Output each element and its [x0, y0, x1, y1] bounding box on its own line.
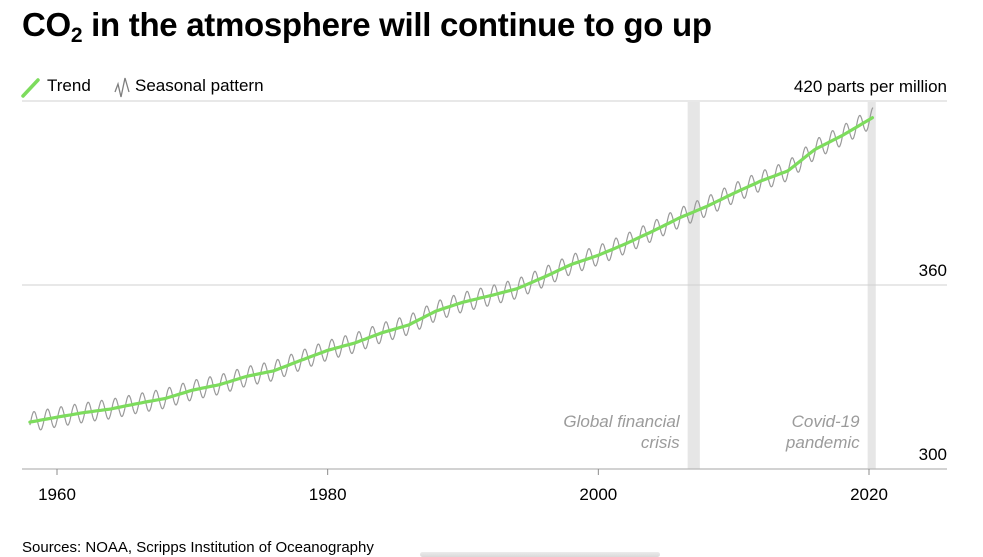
legend: Trend Seasonal pattern — [21, 76, 264, 98]
title-subscript: 2 — [70, 24, 83, 47]
x-tick-label-1960: 1960 — [38, 485, 76, 504]
legend-label-trend: Trend — [47, 76, 91, 95]
labels-layer: Global financial crisis Covid-19 pandemic 42… — [38, 77, 947, 504]
y-tick-label-360: 360 — [919, 261, 947, 280]
legend-label-seasonal: Seasonal pattern — [135, 76, 264, 95]
x-tick-label-2020: 2020 — [850, 485, 888, 504]
title-suffix: in the atmosphere will continue to go up — [82, 6, 712, 43]
band-annotation-1-1: pandemic — [785, 433, 860, 452]
source-note: Sources: NOAA, Scripps Institution of Oc… — [22, 539, 374, 556]
series-layer — [28, 107, 874, 431]
trend-legend-icon — [21, 78, 40, 98]
title-prefix: CO — [22, 6, 71, 43]
trend-line — [28, 116, 874, 424]
band-annotation-0-0: Global financial — [563, 412, 680, 431]
x-tick-label-2000: 2000 — [579, 485, 617, 504]
seasonal-pattern-line — [29, 107, 874, 431]
co2-line-chart: Global financial crisis Covid-19 pandemic 42… — [21, 76, 947, 504]
seasonal-legend-icon — [114, 77, 130, 98]
grid-layer — [22, 100, 947, 475]
band-annotation-0-1: crisis — [641, 433, 680, 452]
y-tick-label-420: 420 parts per million — [794, 77, 947, 96]
band-annotation-1-0: Covid-19 — [792, 412, 861, 431]
x-tick-label-1980: 1980 — [309, 485, 347, 504]
scroll-shadow — [420, 552, 660, 557]
y-tick-label-300: 300 — [919, 445, 947, 464]
chart-title: CO2 in the atmosphere will continue to g… — [22, 6, 712, 47]
